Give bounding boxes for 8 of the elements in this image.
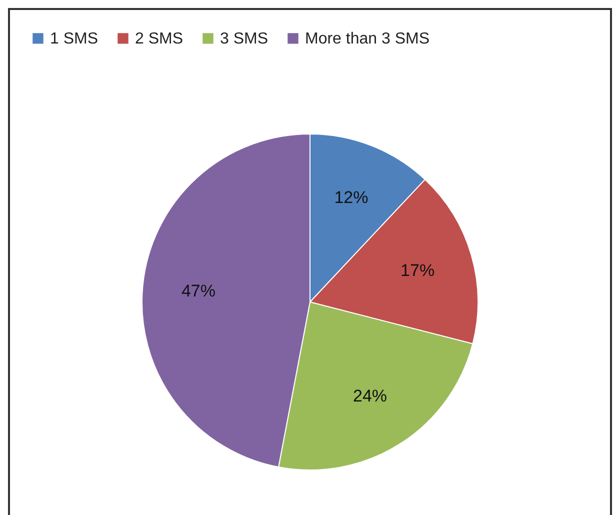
data-label: 24% <box>352 386 388 406</box>
legend-label: More than 3 SMS <box>305 30 430 48</box>
data-label: 47% <box>181 281 216 300</box>
data-label: 17% <box>400 260 435 280</box>
data-label: 12% <box>334 188 368 207</box>
legend-label: 2 SMS <box>135 30 184 48</box>
legend-label: 1 SMS <box>50 30 98 48</box>
legend-label: 3 SMS <box>220 30 268 48</box>
